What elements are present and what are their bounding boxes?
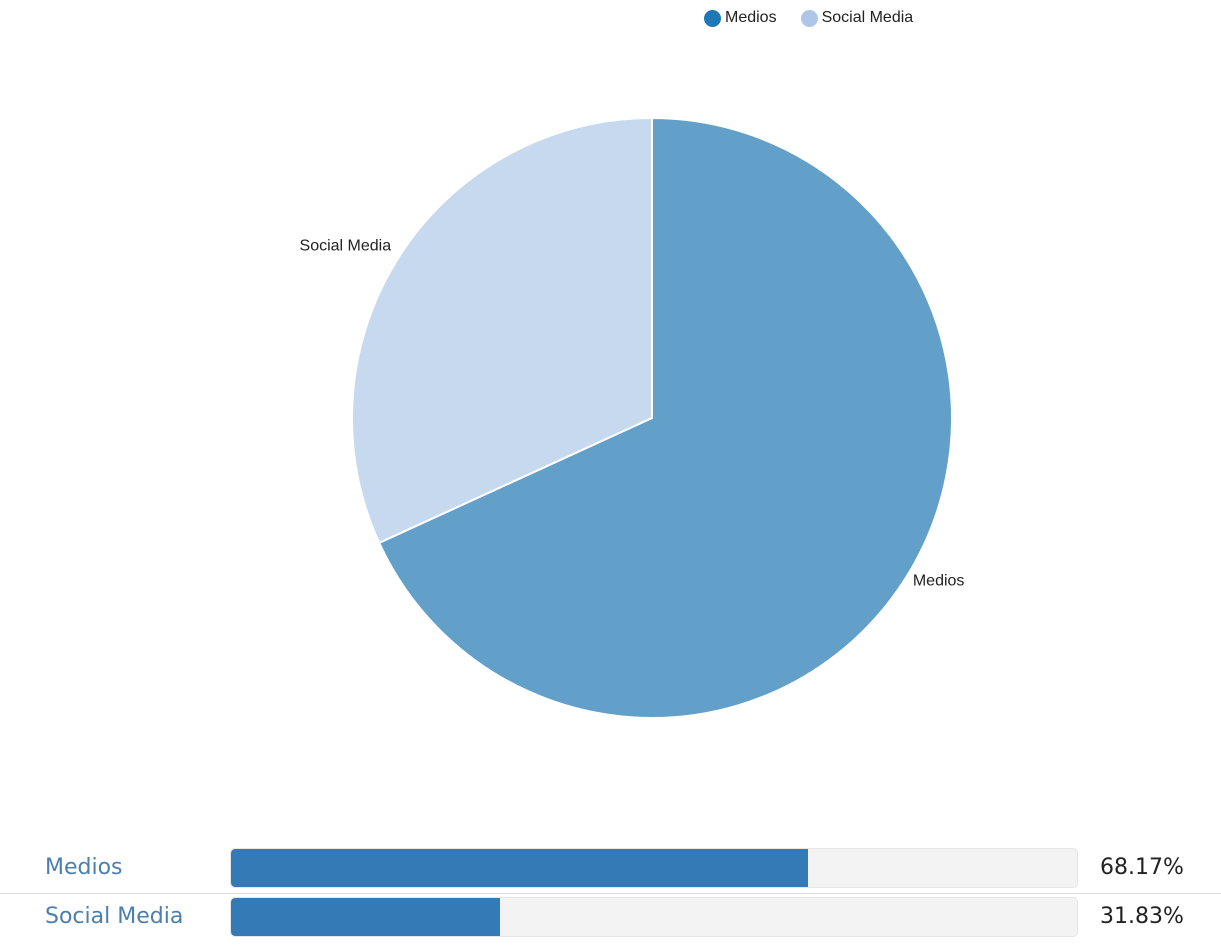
percentage-bars: Medios 68.17% Social Media 31.83% <box>0 845 1221 942</box>
bar-label-social-media: Social Media <box>45 904 184 929</box>
legend-label-social-media: Social Media <box>821 9 914 26</box>
bar-fill-social-media <box>231 898 501 936</box>
legend-item-medios[interactable]: Medios <box>700 9 777 27</box>
bar-row-medios: Medios 68.17% <box>0 845 1221 894</box>
pie-slice-social-media[interactable] <box>351 116 653 545</box>
bar-label-medios: Medios <box>45 855 123 880</box>
legend-label-medios: Medios <box>725 9 777 26</box>
bar-fill-medios <box>231 849 808 887</box>
pie-label-medios: Medios <box>913 573 965 590</box>
bar-track-social-media <box>230 897 1078 937</box>
bar-percent-medios: 68.17% <box>1100 855 1184 880</box>
bar-percent-social-media: 31.83% <box>1100 904 1184 929</box>
pie-chart: Medios Social Media <box>300 116 965 719</box>
pie-label-social-media: Social Media <box>300 237 392 254</box>
chart-legend: Medios Social Media <box>700 6 933 30</box>
pie-slice-medios[interactable] <box>377 116 953 719</box>
legend-item-social-media[interactable]: Social Media <box>797 9 914 27</box>
legend-dot-medios <box>704 9 721 27</box>
bar-row-social-media: Social Media 31.83% <box>0 894 1221 942</box>
bar-track-medios <box>230 848 1078 888</box>
legend-dot-social-media <box>800 9 818 27</box>
